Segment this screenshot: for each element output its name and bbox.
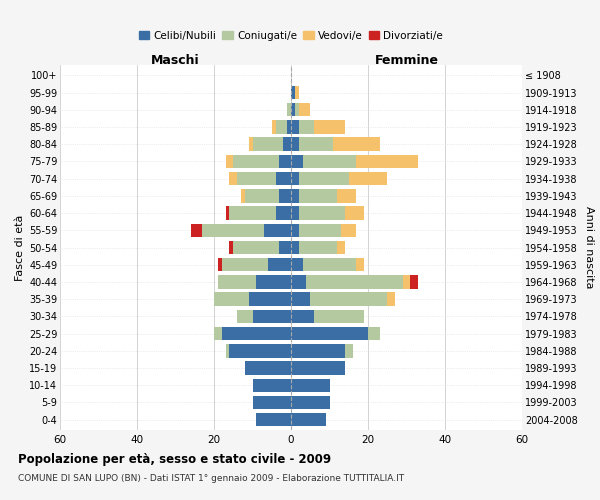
Bar (314, 310, 364, 323)
Bar (272, 120, 275, 134)
Bar (295, 103, 299, 117)
Bar (291, 310, 314, 323)
Text: Popolazione per età, sesso e stato civile - 2009: Popolazione per età, sesso e stato civil… (18, 452, 331, 466)
Bar (264, 224, 291, 237)
Bar (291, 327, 368, 340)
Text: COMUNE DI SAN LUPO (BN) - Dati ISTAT 1° gennaio 2009 - Elaborazione TUTTITALIA.I: COMUNE DI SAN LUPO (BN) - Dati ISTAT 1° … (18, 474, 404, 483)
Text: Maschi: Maschi (151, 54, 200, 66)
Bar (248, 292, 291, 306)
Bar (229, 172, 237, 186)
Bar (222, 327, 291, 340)
Bar (280, 189, 291, 202)
Bar (337, 189, 356, 202)
Bar (299, 120, 314, 134)
Bar (368, 327, 380, 340)
Bar (245, 189, 280, 202)
Bar (299, 189, 337, 202)
Bar (287, 103, 291, 117)
Bar (299, 172, 349, 186)
Bar (218, 275, 256, 288)
Bar (222, 258, 268, 272)
Bar (291, 413, 326, 426)
Bar (283, 138, 291, 151)
Bar (253, 138, 283, 151)
Bar (253, 378, 291, 392)
Bar (299, 241, 337, 254)
Bar (291, 362, 345, 374)
Bar (334, 138, 380, 151)
Bar (291, 292, 310, 306)
Bar (299, 103, 310, 117)
Bar (291, 258, 302, 272)
Bar (341, 224, 356, 237)
Bar (387, 292, 395, 306)
Bar (202, 224, 264, 237)
Bar (280, 154, 291, 168)
Bar (214, 292, 248, 306)
Bar (275, 120, 287, 134)
Bar (291, 344, 345, 358)
Bar (291, 396, 329, 409)
Bar (291, 138, 299, 151)
Bar (314, 120, 345, 134)
Bar (291, 120, 299, 134)
Bar (233, 241, 280, 254)
Bar (229, 241, 233, 254)
Bar (410, 275, 418, 288)
Bar (299, 138, 334, 151)
Y-axis label: Anni di nascita: Anni di nascita (584, 206, 594, 289)
Bar (248, 138, 253, 151)
Bar (302, 154, 356, 168)
Bar (291, 378, 329, 392)
Bar (229, 206, 275, 220)
Bar (191, 224, 202, 237)
Bar (356, 258, 364, 272)
Bar (280, 241, 291, 254)
Bar (214, 327, 222, 340)
Bar (218, 258, 222, 272)
Bar (299, 206, 345, 220)
Bar (307, 275, 403, 288)
Bar (345, 206, 364, 220)
Bar (291, 172, 299, 186)
Bar (295, 86, 299, 100)
Bar (291, 86, 295, 100)
Bar (233, 154, 280, 168)
Bar (310, 292, 387, 306)
Bar (291, 224, 299, 237)
Bar (345, 344, 353, 358)
Bar (291, 103, 295, 117)
Bar (291, 275, 307, 288)
Bar (241, 189, 245, 202)
Y-axis label: Fasce di età: Fasce di età (14, 214, 25, 280)
Text: Femmine: Femmine (374, 54, 439, 66)
Bar (268, 258, 291, 272)
Bar (291, 206, 299, 220)
Bar (275, 206, 291, 220)
Bar (245, 362, 291, 374)
Bar (337, 241, 345, 254)
Bar (226, 344, 229, 358)
Bar (256, 275, 291, 288)
Bar (237, 172, 275, 186)
Legend: Celibi/Nubili, Coniugati/e, Vedovi/e, Divorziati/e: Celibi/Nubili, Coniugati/e, Vedovi/e, Di… (134, 26, 448, 44)
Bar (226, 154, 233, 168)
Bar (253, 310, 291, 323)
Bar (299, 224, 341, 237)
Bar (237, 310, 253, 323)
Bar (291, 154, 302, 168)
Bar (275, 172, 291, 186)
Bar (403, 275, 410, 288)
Bar (291, 241, 299, 254)
Bar (287, 120, 291, 134)
Bar (256, 413, 291, 426)
Bar (356, 154, 418, 168)
Bar (349, 172, 387, 186)
Bar (226, 206, 229, 220)
Bar (302, 258, 356, 272)
Bar (291, 189, 299, 202)
Bar (253, 396, 291, 409)
Bar (229, 344, 291, 358)
